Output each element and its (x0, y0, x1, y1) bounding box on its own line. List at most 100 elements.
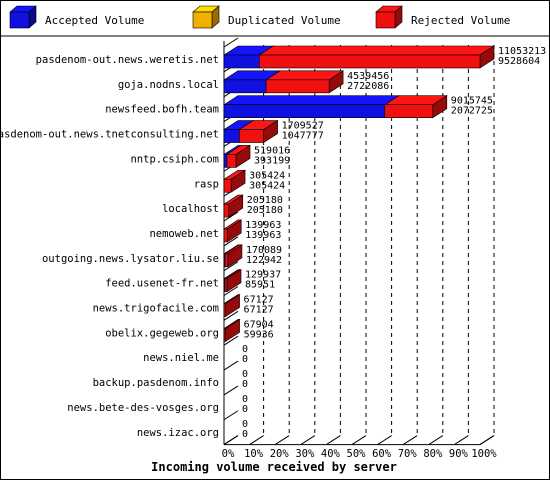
value-label-rejected: 205180 (247, 205, 283, 216)
bar-rejected (222, 219, 243, 243)
x-tick-label: 0% (222, 448, 235, 460)
legend-swatch-2-front (375, 11, 396, 29)
value-label-rejected: 0 (242, 379, 248, 390)
bar-rejected-front (259, 54, 481, 69)
value-label-rejected: 305424 (249, 180, 285, 191)
server-label: nntp.csiph.com (130, 153, 219, 165)
row-tick-15 (223, 410, 239, 421)
value-label-rejected: 85951 (245, 280, 275, 291)
value-label-volume: 9015745 (451, 96, 493, 107)
legend-swatch-0-front (9, 11, 30, 29)
x-tick-label: 30% (295, 448, 315, 460)
bar-rejected-front (239, 129, 264, 143)
bar-row (222, 45, 496, 69)
value-label-volume: 205180 (247, 195, 283, 206)
x-tick-label: 60% (372, 448, 392, 460)
bar-rejected-front (224, 253, 229, 268)
floor-tick-2 (274, 435, 290, 446)
value-label-volume: 139963 (245, 220, 281, 231)
value-label-volume: 4539456 (347, 71, 389, 82)
value-label-volume: 67127 (244, 295, 274, 306)
bar-row (222, 169, 247, 193)
server-label: rasp (194, 178, 219, 190)
server-label: news.niel.me (143, 352, 219, 364)
bar-row (222, 219, 243, 243)
row-tick-12 (223, 335, 239, 346)
bar-rejected (238, 120, 279, 144)
value-label-rejected: 9528604 (498, 56, 540, 67)
bar-rejected (383, 95, 448, 119)
server-label: news.trigofacile.com (93, 303, 219, 315)
value-label-rejected: 59936 (244, 329, 274, 340)
bar-rejected-front (384, 104, 434, 118)
bar-rejected-front (223, 228, 228, 243)
server-label: goja.nodns.local (118, 79, 219, 91)
value-label-volume: 519016 (254, 145, 290, 156)
bar-rejected (222, 293, 241, 318)
bar-row (222, 293, 241, 318)
bar-rejected-top (258, 45, 496, 56)
value-label-volume: 0 (242, 394, 248, 405)
bar-rejected-front (223, 178, 232, 193)
row-tick-14 (223, 385, 239, 396)
server-label: newsfeed.bofh.team (105, 104, 219, 116)
floor-tick-8 (428, 435, 444, 446)
bar-row (222, 244, 243, 268)
value-label-volume: 0 (242, 419, 248, 430)
floor-tick-9 (454, 435, 469, 446)
value-label-rejected: 0 (242, 354, 248, 365)
bar-rejected (222, 194, 244, 218)
bar-rejected-front (224, 278, 228, 292)
x-tick-label: 70% (398, 448, 418, 460)
bar-accepted-front (223, 154, 228, 168)
server-label: nemoweb.net (149, 228, 219, 240)
server-label: feed.usenet-fr.net (105, 278, 219, 290)
value-label-rejected: 1047777 (282, 131, 324, 142)
floor-tick-1 (249, 435, 264, 446)
value-label-volume: 0 (242, 369, 248, 380)
bar-rejected (224, 244, 243, 268)
value-label-volume: 305424 (249, 170, 285, 181)
server-label: outgoing.news.lysator.liu.se (42, 253, 219, 265)
floor-tick-5 (351, 435, 367, 446)
value-label-rejected: 393199 (254, 155, 290, 166)
bar-rejected-front (223, 328, 226, 342)
bar-rejected-front (265, 79, 330, 94)
legend-label-2: Rejected Volume (411, 14, 510, 27)
value-label-rejected: 2072725 (451, 106, 493, 117)
server-labels: pasdenom-out.news.weretis.net goja.nodns.… (0, 54, 219, 439)
bar-rejected (223, 318, 241, 342)
legend-label-1: Duplicated Volume (228, 14, 341, 27)
bar-rejected (222, 169, 247, 193)
server-label: obelix.gegeweb.org (105, 327, 219, 339)
server-label: backup.pasdenom.info (93, 377, 219, 389)
x-tick-label: 40% (321, 448, 341, 460)
row-tick-11 (223, 310, 239, 321)
bar-rejected (258, 45, 496, 69)
bar-rejected (265, 70, 345, 94)
legend-swatch-2 (375, 5, 403, 29)
legend-label-0: Accepted Volume (45, 14, 144, 27)
bar-accepted-front (223, 79, 267, 94)
value-label-rejected: 0 (242, 429, 248, 440)
bar-accepted-front (223, 129, 240, 143)
x-tick-label: 50% (347, 448, 367, 460)
bars (222, 45, 496, 342)
row-tick-13 (223, 360, 239, 371)
value-label-volume: 67904 (244, 319, 274, 330)
floor-tick-6 (377, 435, 392, 446)
bar-rejected (223, 269, 243, 293)
row-tick-0 (223, 37, 239, 48)
x-axis-title: Incoming volume received by server (151, 460, 397, 474)
bar-row (223, 318, 241, 342)
bar-accepted (222, 95, 400, 119)
bar-rejected-front (223, 303, 226, 317)
bar-accepted-front (223, 54, 260, 69)
legend-swatch-1-front (192, 11, 213, 29)
server-label: pasdenom-out.news.tnetconsulting.net (0, 129, 219, 141)
value-label-rejected: 122942 (246, 255, 282, 266)
value-label-volume: 11053213 (498, 46, 546, 57)
floor-tick-10 (479, 435, 495, 446)
bar-rejected-front (223, 203, 230, 218)
